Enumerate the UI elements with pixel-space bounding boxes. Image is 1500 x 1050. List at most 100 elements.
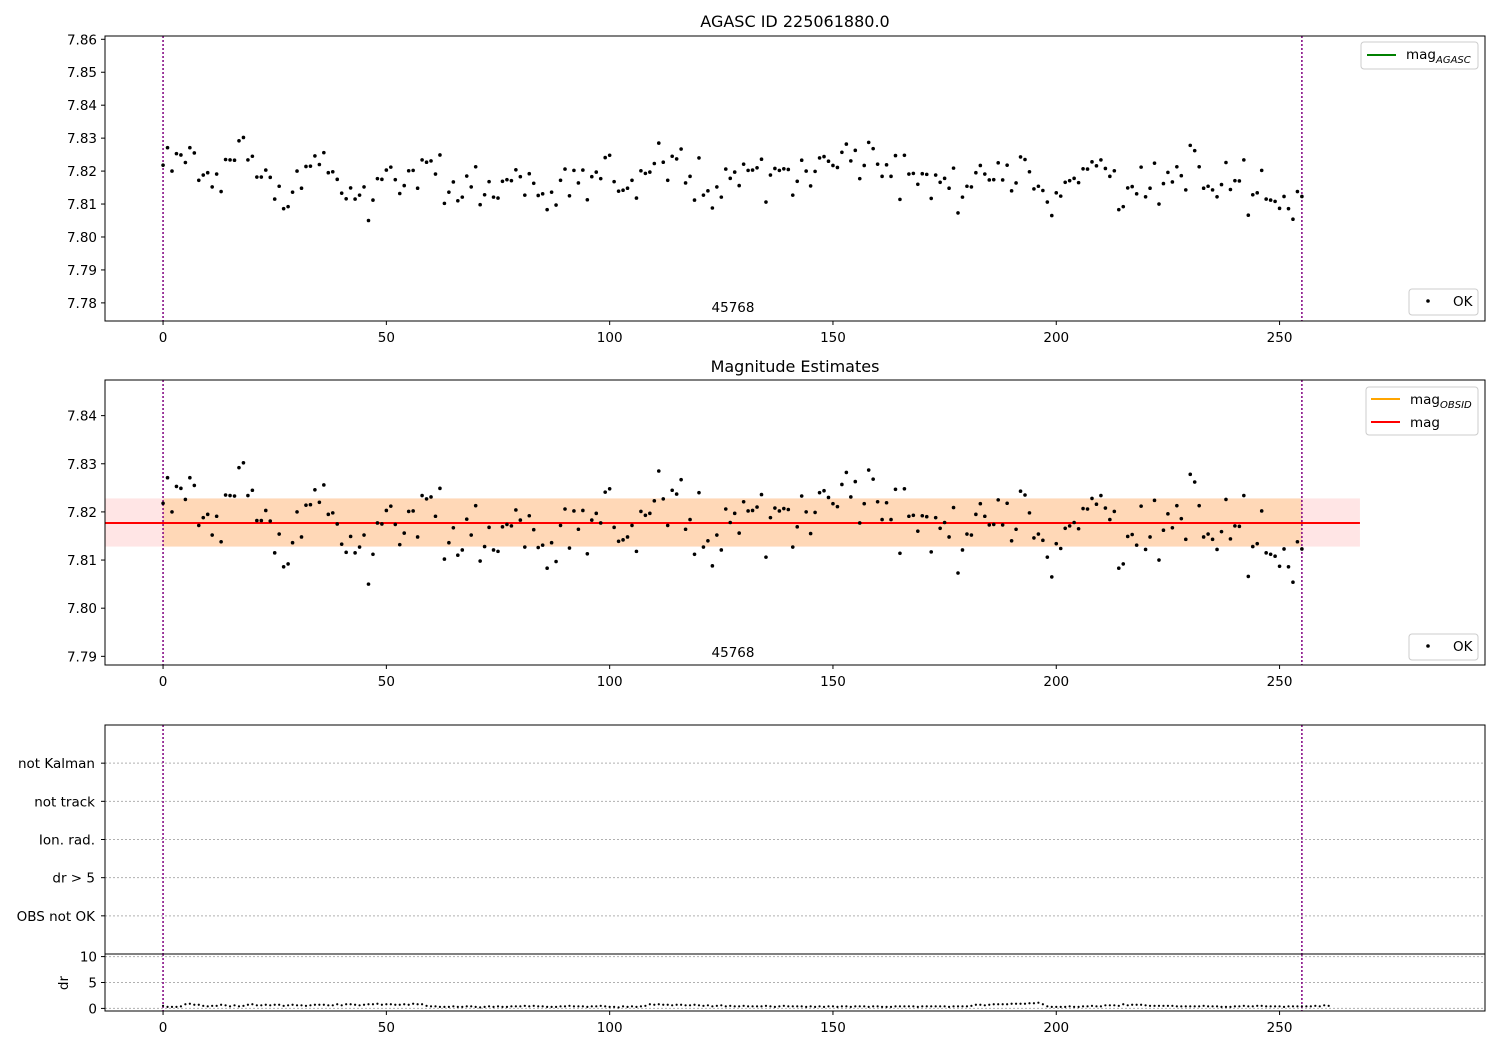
panel-magnitude-estimates: Magnitude Estimates 0 50 100 150 200 250 7.79 7…: [67, 357, 1486, 690]
data-point: [831, 501, 835, 506]
dr-point: [1126, 1004, 1129, 1007]
dr-point: [1081, 1005, 1085, 1008]
data-point: [907, 172, 911, 176]
dr-point: [260, 1004, 263, 1007]
dr-point: [840, 1005, 843, 1008]
dr-point: [1028, 1002, 1031, 1005]
dr-point: [331, 1004, 334, 1007]
obsid-annotation-magnitude: 45768: [712, 645, 755, 661]
data-point: [978, 163, 983, 168]
data-point: [259, 175, 264, 179]
data-point: [1058, 546, 1063, 551]
data-point: [817, 156, 822, 160]
data-point: [1237, 524, 1242, 529]
data-point: [1291, 217, 1295, 221]
data-point: [389, 165, 393, 169]
data-point: [1300, 194, 1304, 199]
data-point: [1219, 529, 1224, 534]
dr-point: [581, 1005, 584, 1008]
data-point: [451, 180, 456, 184]
data-point: [773, 506, 777, 510]
dr-point: [166, 1005, 169, 1008]
legend-label-mag: mag: [1410, 415, 1440, 431]
dr-point: [1291, 1005, 1295, 1008]
data-point: [1215, 547, 1219, 552]
data-point: [960, 195, 965, 199]
x-tick-label: 100: [597, 674, 623, 690]
data-point: [1175, 165, 1179, 169]
dr-point: [782, 1004, 785, 1007]
data-point: [1081, 166, 1085, 171]
data-point: [165, 145, 170, 150]
data-point: [661, 497, 666, 501]
data-point: [237, 465, 241, 470]
data-point: [929, 550, 934, 554]
dr-point: [671, 1004, 674, 1007]
data-point: [665, 523, 670, 528]
dr-point: [389, 1003, 392, 1006]
data-point: [188, 145, 192, 150]
x-tick-label: 250: [1267, 1020, 1293, 1036]
data-point: [652, 161, 657, 166]
data-point: [183, 497, 188, 502]
data-point: [737, 183, 741, 188]
data-point: [1277, 206, 1282, 211]
dr-point: [648, 1003, 651, 1006]
data-point: [1224, 497, 1228, 502]
data-point: [192, 483, 197, 488]
dr-point: [1278, 1005, 1281, 1008]
data-point: [1161, 181, 1166, 186]
data-point: [406, 168, 411, 173]
data-point: [1157, 558, 1161, 562]
data-point: [750, 168, 755, 172]
dr-point: [1122, 1003, 1125, 1006]
dr-point: [197, 1003, 200, 1006]
data-point: [1134, 543, 1139, 547]
dr-point: [1055, 1005, 1058, 1008]
data-point: [232, 494, 237, 498]
dr-point: [997, 1003, 1000, 1006]
data-point: [1183, 188, 1188, 192]
dr-point: [1309, 1005, 1312, 1008]
data-point: [460, 195, 465, 199]
data-point: [518, 518, 523, 522]
data-point: [1121, 562, 1126, 566]
dr-point: [818, 1005, 821, 1008]
dr-point: [1273, 1005, 1277, 1008]
dr-point: [813, 1005, 817, 1008]
data-point: [1188, 143, 1193, 148]
dr-point: [367, 1003, 370, 1006]
dr-point: [1242, 1004, 1245, 1007]
dr-point: [541, 1005, 544, 1008]
data-point: [174, 484, 179, 489]
data-point: [706, 189, 710, 193]
data-point: [1121, 204, 1126, 209]
dr-point: [1256, 1004, 1259, 1007]
dr-point: [1086, 1005, 1089, 1008]
data-point: [996, 498, 1001, 502]
dr-point: [729, 1004, 732, 1007]
data-point: [1085, 167, 1090, 171]
data-point: [710, 564, 715, 568]
data-point: [947, 186, 951, 191]
data-point: [893, 153, 898, 158]
data-point: [759, 492, 764, 497]
dr-point: [621, 1005, 625, 1008]
data-point: [1032, 536, 1036, 540]
dr-point: [1229, 1005, 1232, 1008]
data-point: [1103, 506, 1108, 510]
data-point: [813, 510, 817, 515]
data-point: [786, 167, 791, 172]
data-point: [268, 519, 273, 523]
data-point: [1085, 507, 1090, 511]
data-point: [179, 153, 183, 157]
data-point: [456, 198, 460, 203]
data-point: [281, 206, 286, 211]
data-point: [857, 521, 862, 525]
data-point: [380, 177, 384, 182]
data-point: [1054, 541, 1059, 546]
dr-point: [1041, 1003, 1044, 1006]
data-point: [523, 545, 527, 549]
legend-mag-agasc: magAGASC: [1360, 41, 1479, 70]
data-point: [987, 523, 992, 527]
